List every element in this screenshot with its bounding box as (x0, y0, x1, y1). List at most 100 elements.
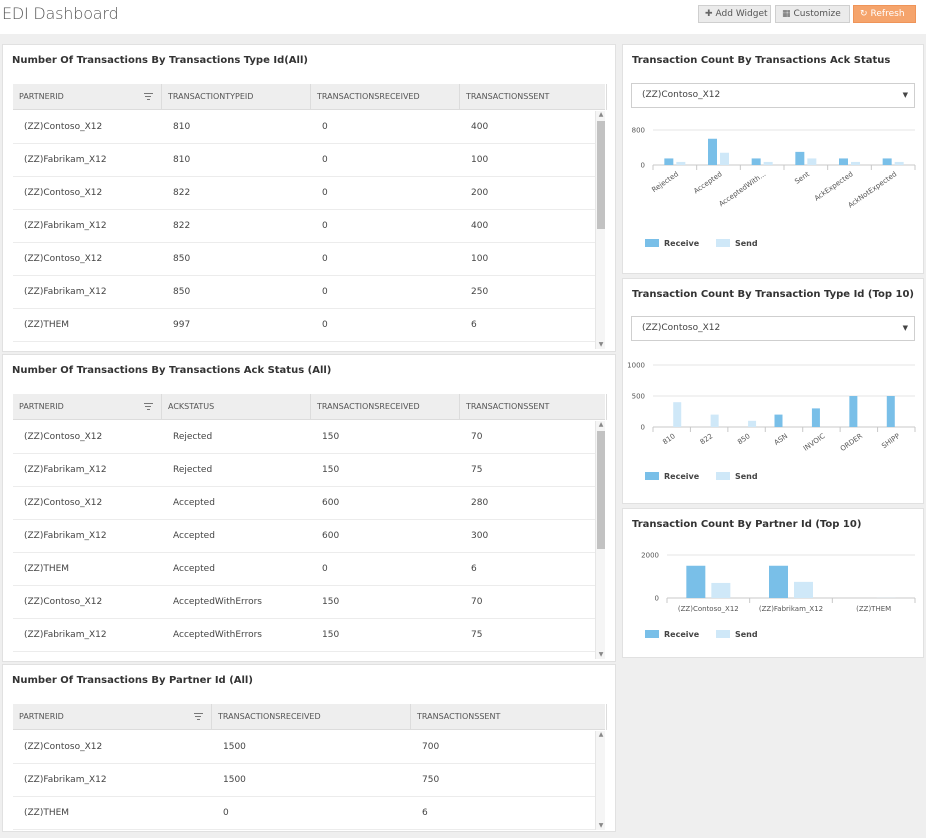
table-row[interactable]: (ZZ)Fabrikam_X12 AcceptedWithErrors 150 75 (13, 619, 595, 652)
bar-send (710, 414, 719, 427)
scroll-up-icon[interactable]: ▲ (598, 731, 604, 738)
column-header-sent[interactable]: TRANSACTIONSSENT (411, 704, 607, 730)
filter-icon[interactable] (143, 403, 153, 411)
column-header-received[interactable]: TRANSACTIONSRECEIVED (311, 394, 460, 420)
table-cell: AcceptedWithErrors (173, 597, 262, 607)
table-cell: 150 (322, 465, 340, 475)
receive-swatch (645, 239, 659, 247)
legend-item-send[interactable]: Send (715, 472, 758, 481)
vertical-scrollbar[interactable]: ▲ ▼ (595, 111, 605, 349)
transactions-by-type-grid: PARTNERID TRANSACTIONTYPEID TRANSACTIONS… (13, 84, 607, 349)
refresh-button[interactable]: ↻ Refresh (853, 5, 916, 23)
table-cell: 700 (422, 742, 440, 752)
table-row[interactable]: (ZZ)Contoso_X12 Rejected 150 70 (13, 421, 595, 454)
scrollbar-thumb[interactable] (597, 121, 605, 229)
table-cell: (ZZ)Fabrikam_X12 (24, 630, 107, 640)
table-row[interactable]: (ZZ)Contoso_X12 Accepted 600 280 (13, 487, 595, 520)
column-header-sent[interactable]: TRANSACTIONSSENT (460, 394, 607, 420)
vertical-scrollbar[interactable]: ▲ ▼ (595, 421, 605, 659)
table-row[interactable]: (ZZ)Contoso_X12 810 0 400 (13, 111, 595, 144)
column-header-received[interactable]: TRANSACTIONSRECEIVED (212, 704, 411, 730)
filter-icon[interactable] (143, 93, 153, 101)
partner-select[interactable]: (ZZ)Contoso_X12 ▼ (631, 83, 915, 108)
table-row[interactable]: (ZZ)Fabrikam_X12 Accepted 600 300 (13, 520, 595, 553)
column-header-received[interactable]: TRANSACTIONSRECEIVED (311, 84, 460, 110)
table-cell: 250 (471, 287, 489, 297)
x-tick-label: 850 (736, 432, 752, 446)
table-cell: (ZZ)Contoso_X12 (24, 254, 103, 264)
scroll-down-icon[interactable]: ▼ (598, 651, 604, 658)
table-cell: 850 (173, 287, 191, 297)
filter-icon[interactable] (193, 713, 203, 721)
table-cell: 200 (471, 188, 489, 198)
table-cell: 100 (471, 254, 489, 264)
chevron-down-icon: ▼ (902, 91, 908, 99)
table-cell: Accepted (173, 531, 215, 541)
table-row[interactable]: (ZZ)Fabrikam_X12 Rejected 150 75 (13, 454, 595, 487)
bar-receive (708, 138, 717, 165)
table-cell: 0 (322, 564, 328, 574)
legend-item-send[interactable]: Send (715, 239, 758, 248)
partner-select[interactable]: (ZZ)Contoso_X12 ▼ (631, 316, 915, 341)
transactions-by-ack-panel: Number Of Transactions By Transactions A… (2, 354, 616, 662)
customize-button[interactable]: ▦ Customize (775, 5, 850, 23)
table-row[interactable]: (ZZ)Contoso_X12 850 0 100 (13, 243, 595, 276)
column-header-ackstatus[interactable]: ACKSTATUS (162, 394, 311, 420)
table-cell: (ZZ)Contoso_X12 (24, 432, 103, 442)
legend-item-send[interactable]: Send (715, 630, 758, 639)
top-bar: EDI Dashboard ✚ Add Widget ▦ Customize ↻ Re… (0, 0, 926, 34)
x-tick-label: ORDER (839, 432, 864, 453)
table-row[interactable]: (ZZ)Contoso_X12 1500 700 (13, 731, 595, 764)
column-header-partnerid[interactable]: PARTNERID (13, 84, 162, 110)
legend-item-receive[interactable]: Receive (645, 239, 699, 248)
table-row[interactable]: (ZZ)Fabrikam_X12 822 0 400 (13, 210, 595, 243)
bar-send (851, 161, 860, 165)
table-row[interactable]: (ZZ)THEM 997 0 6 (13, 309, 595, 342)
column-header-sent[interactable]: TRANSACTIONSSENT (460, 84, 607, 110)
legend-item-receive[interactable]: Receive (645, 472, 699, 481)
table-row[interactable]: (ZZ)Contoso_X12 AcceptedWithErrors 150 70 (13, 586, 595, 619)
table-row[interactable]: (ZZ)Fabrikam_X12 1500 750 (13, 764, 595, 797)
table-cell: (ZZ)Fabrikam_X12 (24, 531, 107, 541)
add-widget-button[interactable]: ✚ Add Widget (698, 5, 771, 23)
table-cell: 750 (422, 775, 440, 785)
table-cell: 0 (322, 188, 328, 198)
table-cell: (ZZ)Contoso_X12 (24, 742, 103, 752)
column-header-transactiontypeid[interactable]: TRANSACTIONTYPEID (162, 84, 311, 110)
bar-receive (769, 565, 788, 598)
x-tick-label: 822 (699, 432, 715, 446)
chart-legend: Receive Send (645, 472, 772, 484)
grid-header: PARTNERID TRANSACTIONSRECEIVED TRANSACTI… (13, 704, 607, 730)
partner-chart-panel: Transaction Count By Partner Id (Top 10)… (622, 508, 924, 658)
column-header-partnerid[interactable]: PARTNERID (13, 394, 162, 420)
table-row[interactable]: (ZZ)THEM Accepted 0 6 (13, 553, 595, 586)
panel-title: Number Of Transactions By Transactions A… (12, 365, 332, 376)
scroll-up-icon[interactable]: ▲ (598, 111, 604, 118)
scroll-up-icon[interactable]: ▲ (598, 421, 604, 428)
table-row[interactable]: (ZZ)THEM 0 6 (13, 797, 595, 830)
scroll-down-icon[interactable]: ▼ (598, 822, 604, 829)
table-cell: 0 (322, 254, 328, 264)
refresh-icon: ↻ (860, 9, 868, 19)
y-tick-label: 0 (655, 595, 659, 603)
table-row[interactable]: (ZZ)Fabrikam_X12 850 0 250 (13, 276, 595, 309)
bar-receive (849, 396, 858, 427)
x-tick-label: Sent (793, 170, 811, 186)
y-tick-label: 800 (632, 127, 645, 135)
table-cell: 0 (223, 808, 229, 818)
bar-send (720, 152, 729, 165)
vertical-scrollbar[interactable]: ▲ ▼ (595, 731, 605, 830)
bar-send (807, 158, 817, 165)
scroll-down-icon[interactable]: ▼ (598, 341, 604, 348)
table-cell: 150 (322, 630, 340, 640)
bar-send (673, 402, 682, 427)
table-row[interactable]: (ZZ)Fabrikam_X12 810 0 100 (13, 144, 595, 177)
table-row[interactable]: (ZZ)Contoso_X12 822 0 200 (13, 177, 595, 210)
column-header-partnerid[interactable]: PARTNERID (13, 704, 212, 730)
legend-item-receive[interactable]: Receive (645, 630, 699, 639)
scrollbar-thumb[interactable] (597, 431, 605, 549)
table-cell: (ZZ)THEM (24, 564, 70, 574)
table-cell: 6 (422, 808, 428, 818)
table-cell: Rejected (173, 465, 213, 475)
